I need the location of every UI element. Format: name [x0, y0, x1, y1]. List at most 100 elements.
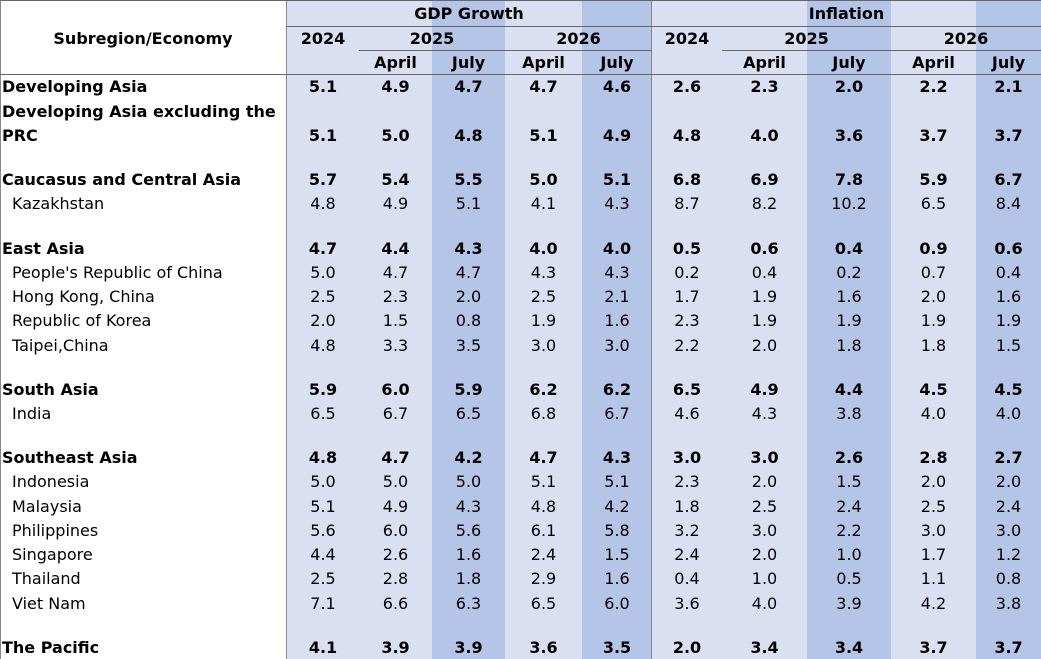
gdp-value: 2.0 [455, 287, 482, 306]
table-row: Republic of Korea 2.0 1.5 0.8 1.9 1.6 2.3 1.9 1.… [0, 310, 1041, 332]
inflation-value: 2.4 [995, 497, 1022, 516]
inflation-2026-april-band [891, 0, 976, 659]
gdp-value: 5.8 [604, 521, 630, 540]
table-row: Philippines 5.6 6.0 5.6 6.1 5.8 3.2 3.0 2.2 3.0 3.… [0, 520, 1041, 542]
gdp-year-2025-rule [359, 50, 505, 51]
inflation-value: 1.8 [920, 336, 947, 355]
inflation-value: 2.0 [834, 77, 864, 96]
inflation-value: 6.5 [672, 380, 702, 399]
gdp-2025-july-header: July [451, 53, 486, 72]
header-top-rule [0, 0, 1041, 1]
gdp-value: 3.6 [529, 638, 558, 657]
row-label: South Asia [2, 380, 99, 399]
gdp-value: 6.6 [382, 594, 409, 613]
inf-year-2024: 2024 [664, 29, 710, 48]
group-header-rule [287, 26, 1041, 27]
inflation-value: 4.8 [672, 126, 702, 145]
gdp-value: 4.8 [310, 194, 336, 213]
gdp-value: 6.0 [382, 521, 409, 540]
inflation-value: 3.0 [920, 521, 947, 540]
inflation-value: 0.5 [836, 569, 862, 588]
gdp-value: 5.1 [308, 77, 338, 96]
row-label: Caucasus and Central Asia [2, 170, 241, 189]
gdp-2026-july-band [582, 0, 652, 659]
inflation-value: 3.0 [995, 521, 1022, 540]
gdp-value: 5.1 [529, 126, 558, 145]
inflation-2025-july-band [807, 0, 891, 659]
inflation-value: 2.0 [751, 545, 778, 564]
gdp-value: 2.5 [310, 287, 336, 306]
gdp-value: 5.0 [455, 472, 482, 491]
gdp-value: 4.4 [381, 239, 410, 258]
inflation-value: 3.7 [994, 126, 1023, 145]
gdp-value: 6.0 [604, 594, 630, 613]
inflation-value: 2.8 [919, 448, 948, 467]
gdp-value: 4.8 [454, 126, 483, 145]
gdp-value: 6.3 [455, 594, 482, 613]
subregion-header: Subregion/Economy [53, 29, 233, 48]
inflation-value: 2.5 [751, 497, 778, 516]
inf-2026-april-header: April [912, 53, 955, 72]
inflation-value: 0.9 [919, 239, 948, 258]
gdp-value: 4.3 [455, 497, 482, 516]
gdp-value: 1.6 [455, 545, 482, 564]
table-row: South Asia 5.9 6.0 5.9 6.2 6.2 6.5 4.9 4.4 4.5 4.5 [0, 379, 1041, 401]
gdp-value: 1.5 [604, 545, 630, 564]
inflation-value: 4.0 [750, 126, 779, 145]
inflation-value: 4.6 [674, 404, 700, 423]
inflation-value: 0.4 [995, 263, 1022, 282]
table-row: East Asia 4.7 4.4 4.3 4.0 4.0 0.5 0.6 0.4 0.9 0.6 [0, 238, 1041, 260]
gdp-value: 3.9 [381, 638, 410, 657]
inflation-value: 6.7 [994, 170, 1023, 189]
table-row: Malaysia 5.1 4.9 4.3 4.8 4.2 1.8 2.5 2.4 2.5 2.4 [0, 496, 1041, 518]
inflation-value: 0.4 [751, 263, 778, 282]
row-label: Philippines [12, 521, 99, 540]
inflation-value: 1.8 [836, 336, 862, 355]
gdp-growth-header: GDP Growth [414, 4, 524, 23]
gdp-value: 4.9 [382, 194, 409, 213]
gdp-value: 5.0 [529, 170, 558, 189]
gdp-value: 4.7 [382, 263, 409, 282]
divider-left [0, 0, 1, 659]
gdp-year-2026-rule [505, 50, 652, 51]
gdp-value: 5.6 [310, 521, 336, 540]
gdp-value: 6.7 [382, 404, 409, 423]
inflation-value: 0.4 [834, 239, 864, 258]
table-row: India 6.5 6.7 6.5 6.8 6.7 4.6 4.3 3.8 4.0 4.0 [0, 403, 1041, 425]
inflation-value: 3.6 [834, 126, 864, 145]
inflation-light-band [652, 0, 807, 659]
inflation-2026-july-band [976, 0, 1041, 659]
row-label: People's Republic of China [12, 263, 223, 282]
inflation-value: 1.1 [920, 569, 947, 588]
gdp-value: 5.1 [308, 126, 338, 145]
inflation-value: 6.8 [672, 170, 702, 189]
inflation-value: 4.0 [920, 404, 947, 423]
gdp-value: 6.5 [310, 404, 336, 423]
gdp-value: 6.2 [602, 380, 632, 399]
row-label: Southeast Asia [2, 448, 138, 467]
inflation-value: 2.4 [674, 545, 700, 564]
gdp-value: 5.0 [382, 472, 409, 491]
inf-2026-july-header: July [991, 53, 1026, 72]
gdp-value: 4.3 [454, 239, 483, 258]
table-row: Singapore 4.4 2.6 1.6 2.4 1.5 2.4 2.0 1.0 1.7 1.2 [0, 544, 1041, 566]
inflation-value: 2.2 [674, 336, 700, 355]
inflation-value: 10.2 [831, 194, 867, 213]
gdp-2026-july-header: July [600, 53, 634, 72]
gdp-value: 4.0 [602, 239, 632, 258]
row-label-line-1: Developing Asia excluding the [2, 102, 276, 121]
gdp-value: 2.4 [530, 545, 557, 564]
gdp-value: 2.0 [310, 311, 336, 330]
gdp-value: 1.6 [604, 311, 630, 330]
gdp-value: 5.1 [604, 472, 630, 491]
inflation-value: 1.8 [674, 497, 700, 516]
gdp-value: 4.7 [529, 77, 558, 96]
inflation-value: 4.0 [995, 404, 1022, 423]
gdp-2025-july-band [432, 0, 505, 659]
gdp-value: 1.9 [530, 311, 557, 330]
gdp-value: 4.7 [529, 448, 558, 467]
gdp-year-2024: 2024 [300, 29, 346, 48]
gdp-value: 5.4 [381, 170, 410, 189]
inflation-value: 3.0 [750, 448, 779, 467]
